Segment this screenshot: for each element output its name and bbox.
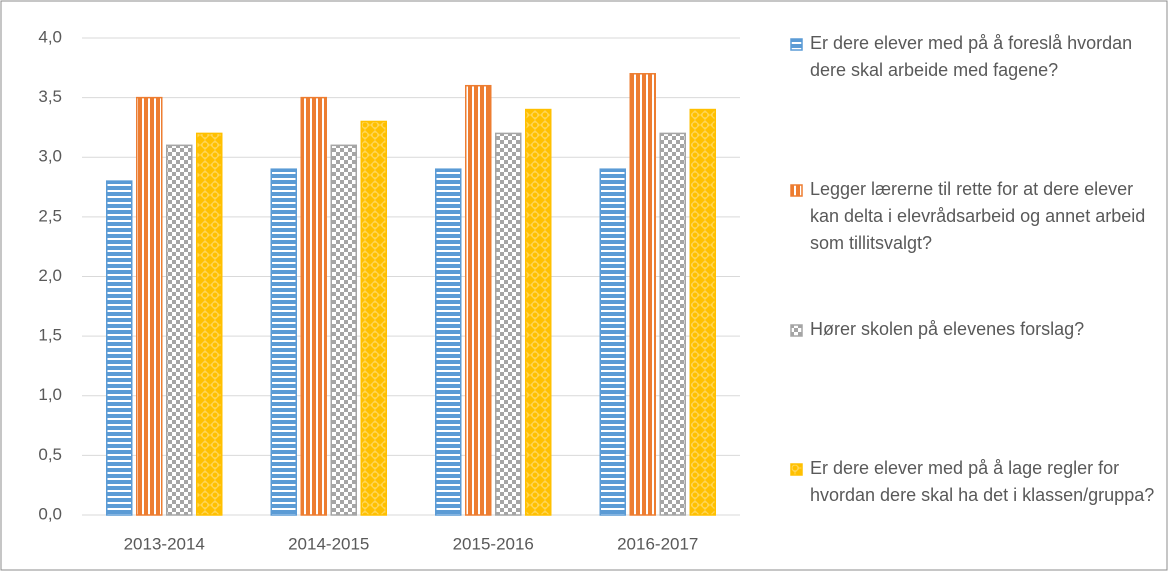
x-tick-label: 2016-2017	[617, 534, 698, 553]
y-tick-label: 2,5	[38, 206, 62, 225]
legend-item: Hører skolen på elevenes forslag?	[790, 316, 1160, 343]
legend-label: Er dere elever med på å lage regler for …	[810, 458, 1155, 505]
legend-label: Legger lærerne til rette for at dere ele…	[810, 179, 1146, 253]
bar	[270, 168, 297, 516]
legend-swatch	[790, 38, 803, 51]
y-tick-label: 4,0	[38, 27, 62, 46]
legend-label: Hører skolen på elevenes forslag?	[810, 319, 1085, 339]
legend: Er dere elever med på å foreslå hvordan …	[790, 30, 1160, 550]
bar	[465, 84, 492, 516]
x-tick-label: 2015-2016	[453, 534, 534, 553]
bar	[360, 120, 387, 516]
bar	[525, 108, 552, 516]
bar	[689, 108, 716, 516]
legend-swatch	[790, 463, 803, 476]
legend-swatch-fill	[790, 324, 803, 337]
legend-swatch-fill	[790, 38, 803, 51]
bar	[166, 144, 193, 516]
legend-swatch	[790, 184, 803, 197]
legend-swatch-fill	[790, 184, 803, 197]
y-tick-label: 0,0	[38, 504, 62, 523]
bar	[300, 96, 327, 516]
legend-item: Er dere elever med på å lage regler for …	[790, 455, 1160, 509]
legend-item: Er dere elever med på å foreslå hvordan …	[790, 30, 1160, 84]
bar	[435, 168, 462, 516]
bar	[196, 132, 223, 516]
bar	[136, 96, 163, 516]
bar	[106, 180, 133, 516]
legend-swatch-fill	[790, 463, 803, 476]
y-tick-label: 3,0	[38, 147, 62, 166]
y-tick-label: 1,5	[38, 326, 62, 345]
legend-item: Legger lærerne til rette for at dere ele…	[790, 176, 1160, 257]
y-tick-label: 1,0	[38, 385, 62, 404]
bar	[599, 168, 626, 516]
bar	[659, 132, 686, 516]
bar	[629, 73, 656, 516]
bar	[330, 144, 357, 516]
x-tick-label: 2014-2015	[288, 534, 369, 553]
y-tick-label: 0,5	[38, 445, 62, 464]
x-tick-label: 2013-2014	[124, 534, 205, 553]
y-tick-label: 2,0	[38, 266, 62, 285]
bar	[495, 132, 522, 516]
y-tick-label: 3,5	[38, 87, 62, 106]
legend-swatch	[790, 324, 803, 337]
legend-label: Er dere elever med på å foreslå hvordan …	[810, 33, 1133, 80]
